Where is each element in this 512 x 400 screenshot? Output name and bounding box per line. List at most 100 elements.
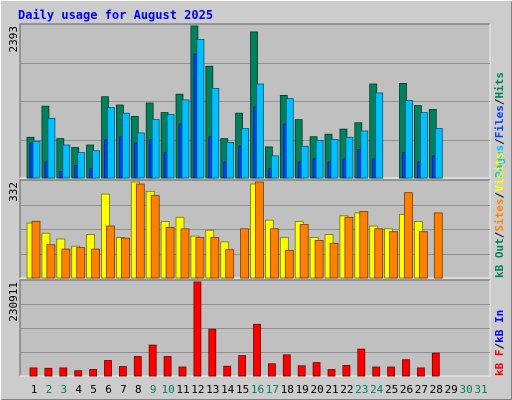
bar-pages-day-9 bbox=[151, 119, 160, 179]
bar-pages-day-20 bbox=[315, 140, 324, 179]
bar-sites-day-4 bbox=[76, 247, 86, 279]
legend-item-kbf: kB F bbox=[493, 350, 506, 377]
x-tick-label-16: 16 bbox=[251, 383, 264, 396]
bar-pages-day-22 bbox=[345, 136, 354, 179]
x-tick-label-25: 25 bbox=[385, 383, 398, 396]
bar-pages-day-2 bbox=[47, 117, 56, 179]
bar-kbf-day-6 bbox=[104, 360, 112, 377]
bar-kbf-day-4 bbox=[74, 370, 83, 377]
bar-sites-day-13 bbox=[210, 237, 220, 279]
legend-bottom: kB F/kB In bbox=[493, 310, 506, 376]
bar-sites-day-14 bbox=[225, 249, 235, 279]
bar-pages-day-10 bbox=[166, 114, 175, 179]
x-tick-label-7: 7 bbox=[120, 383, 127, 396]
bar-pages-day-23 bbox=[360, 130, 369, 179]
bar-kbf-day-9 bbox=[148, 344, 157, 377]
bar-pages-day-17 bbox=[270, 155, 279, 179]
bar-kbf-day-16 bbox=[253, 323, 261, 377]
x-tick-label-15: 15 bbox=[236, 383, 249, 396]
bar-sites-day-8 bbox=[135, 183, 145, 279]
legend-separator: / bbox=[493, 98, 506, 105]
bar-kbf-day-2 bbox=[44, 367, 53, 377]
y-max-label-top: 2393 bbox=[7, 26, 20, 53]
bar-kbf-day-7 bbox=[119, 366, 127, 377]
x-tick-label-3: 3 bbox=[60, 383, 67, 396]
x-tick-label-29: 29 bbox=[445, 383, 458, 396]
y-max-label-bottom: 230911 bbox=[7, 282, 20, 322]
x-tick-label-9: 9 bbox=[150, 383, 157, 396]
bar-sites-day-2 bbox=[46, 244, 56, 279]
y-max-label-middle: 332 bbox=[7, 182, 20, 202]
bar-pages-day-12 bbox=[196, 39, 205, 179]
bar-kbf-day-5 bbox=[89, 369, 97, 377]
bar-sites-day-9 bbox=[150, 195, 160, 279]
chart-title: Daily usage for August 2025 bbox=[18, 8, 213, 22]
bar-sites-day-18 bbox=[284, 250, 294, 279]
bar-kbf-day-18 bbox=[282, 354, 291, 377]
bar-kbf-day-13 bbox=[208, 328, 217, 377]
bar-sites-day-12 bbox=[195, 237, 205, 279]
x-tick-label-30: 30 bbox=[459, 383, 472, 396]
bar-sites-day-11 bbox=[180, 228, 190, 279]
legend-item-kbout: kB Out bbox=[493, 238, 506, 278]
x-tick-label-11: 11 bbox=[176, 383, 189, 396]
plot-border-dark-bottom bbox=[19, 279, 490, 376]
bar-pages-day-27 bbox=[419, 112, 428, 179]
legend-item-pages: Pages bbox=[493, 145, 506, 178]
bar-sites-day-5 bbox=[91, 248, 100, 279]
bar-kbf-day-10 bbox=[163, 356, 172, 377]
x-tick-label-2: 2 bbox=[46, 383, 53, 396]
bar-pages-day-13 bbox=[211, 88, 220, 179]
bar-sites-day-24 bbox=[374, 228, 384, 279]
bar-sites-day-28 bbox=[433, 212, 443, 279]
bar-pages-day-1 bbox=[32, 140, 41, 179]
legend-separator: / bbox=[493, 343, 506, 350]
x-tick-label-20: 20 bbox=[310, 383, 323, 396]
bar-pages-day-24 bbox=[375, 92, 384, 179]
bar-pages-day-4 bbox=[77, 152, 86, 179]
x-tick-label-10: 10 bbox=[161, 383, 174, 396]
bar-kbf-day-23 bbox=[357, 348, 366, 377]
legend-item-hits: Hits bbox=[493, 72, 506, 99]
bar-sites-day-20 bbox=[314, 239, 324, 279]
x-tick-label-17: 17 bbox=[266, 383, 279, 396]
bar-sites-day-1 bbox=[31, 220, 41, 279]
bar-pages-day-8 bbox=[136, 132, 145, 179]
x-tick-label-21: 21 bbox=[325, 383, 338, 396]
plot-border-dark-middle bbox=[19, 179, 490, 278]
bar-sites-day-17 bbox=[269, 228, 279, 279]
legend-item-files: Files bbox=[493, 105, 506, 138]
legend-middle: kB Out/Sites/Visits bbox=[493, 152, 506, 278]
bar-sites-day-27 bbox=[418, 231, 428, 279]
x-tick-label-26: 26 bbox=[400, 383, 413, 396]
bar-kbf-day-25 bbox=[387, 366, 396, 377]
x-tick-label-12: 12 bbox=[191, 383, 204, 396]
bar-sites-day-25 bbox=[389, 231, 399, 279]
legend-separator: / bbox=[493, 231, 506, 238]
bar-pages-day-11 bbox=[181, 99, 190, 179]
bar-kbf-day-26 bbox=[402, 359, 410, 377]
bar-kbf-day-12 bbox=[193, 281, 202, 377]
bar-sites-day-16 bbox=[255, 181, 264, 279]
x-tick-label-28: 28 bbox=[430, 383, 443, 396]
x-tick-label-24: 24 bbox=[370, 383, 384, 396]
bar-kbf-day-15 bbox=[238, 355, 247, 377]
bar-pages-day-3 bbox=[62, 144, 71, 179]
bar-kbf-day-8 bbox=[133, 356, 142, 377]
x-tick-label-5: 5 bbox=[90, 383, 97, 396]
x-tick-label-6: 6 bbox=[105, 383, 112, 396]
legend-separator: / bbox=[493, 192, 506, 199]
bar-pages-day-18 bbox=[285, 98, 294, 179]
bar-sites-day-26 bbox=[404, 192, 413, 279]
bar-kbf-day-3 bbox=[59, 367, 68, 377]
x-tick-label-19: 19 bbox=[296, 383, 309, 396]
bar-pages-day-5 bbox=[92, 150, 100, 179]
x-tick-label-8: 8 bbox=[135, 383, 142, 396]
bar-kbf-day-21 bbox=[327, 369, 336, 377]
x-tick-label-27: 27 bbox=[415, 383, 428, 396]
bar-kbf-day-28 bbox=[431, 352, 440, 377]
x-tick-label-13: 13 bbox=[206, 383, 219, 396]
